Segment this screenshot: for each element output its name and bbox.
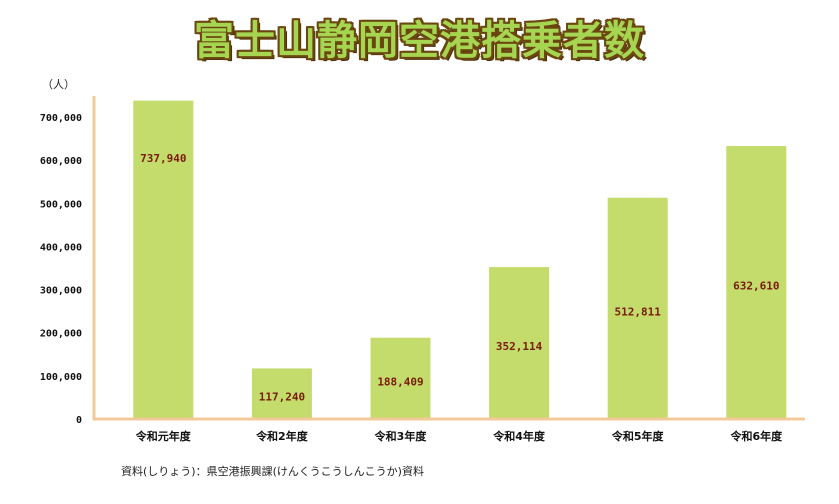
- y-tick-label: 200,000: [40, 329, 82, 340]
- bar: [370, 337, 431, 419]
- y-tick-label: 700,000: [40, 113, 82, 124]
- y-tick-label: 600,000: [40, 156, 82, 167]
- x-tick-label: 令和6年度: [729, 429, 783, 443]
- chart-title: 富士山静岡空港搭乗者数: [194, 18, 645, 64]
- y-axis-ticks: 0 100,000 200,000 300,000 400,000 500,000 600,…: [40, 113, 82, 426]
- y-axis-unit-label: （人）: [42, 78, 75, 91]
- y-tick-label: 500,000: [40, 199, 82, 210]
- bar: [726, 146, 787, 419]
- bar-value-label: 737,940: [140, 152, 186, 165]
- bar: [251, 368, 312, 419]
- bar-value-label: 512,811: [615, 305, 662, 318]
- x-tick-label: 令和4年度: [492, 429, 546, 443]
- bar-value-label: 188,409: [377, 375, 423, 388]
- bar-value-label: 352,114: [496, 340, 543, 353]
- source-note: 資料(しりょう)：県空港振興課(けんくうこうしんこうか)資料: [121, 465, 424, 478]
- x-axis-labels: 令和元年度 令和2年度 令和3年度 令和4年度 令和5年度 令和6年度: [135, 429, 783, 443]
- y-tick-label: 100,000: [40, 372, 82, 383]
- x-tick-label: 令和3年度: [374, 429, 428, 443]
- value-labels: 737,940 117,240 188,409 352,114 512,811 632,6…: [140, 152, 779, 404]
- x-tick-label: 令和元年度: [135, 429, 192, 443]
- bar: [133, 100, 194, 420]
- y-tick-label: 400,000: [40, 242, 82, 253]
- x-tick-label: 令和5年度: [611, 429, 665, 443]
- axes: [92, 96, 805, 421]
- bar-value-label: 632,610: [733, 280, 779, 293]
- bars: [133, 100, 787, 420]
- y-tick-label: 300,000: [40, 286, 82, 297]
- bar: [607, 197, 668, 419]
- x-tick-label: 令和2年度: [255, 429, 309, 443]
- y-tick-label: 0: [76, 415, 82, 426]
- bar: [489, 267, 550, 419]
- bar-value-label: 117,240: [259, 391, 305, 404]
